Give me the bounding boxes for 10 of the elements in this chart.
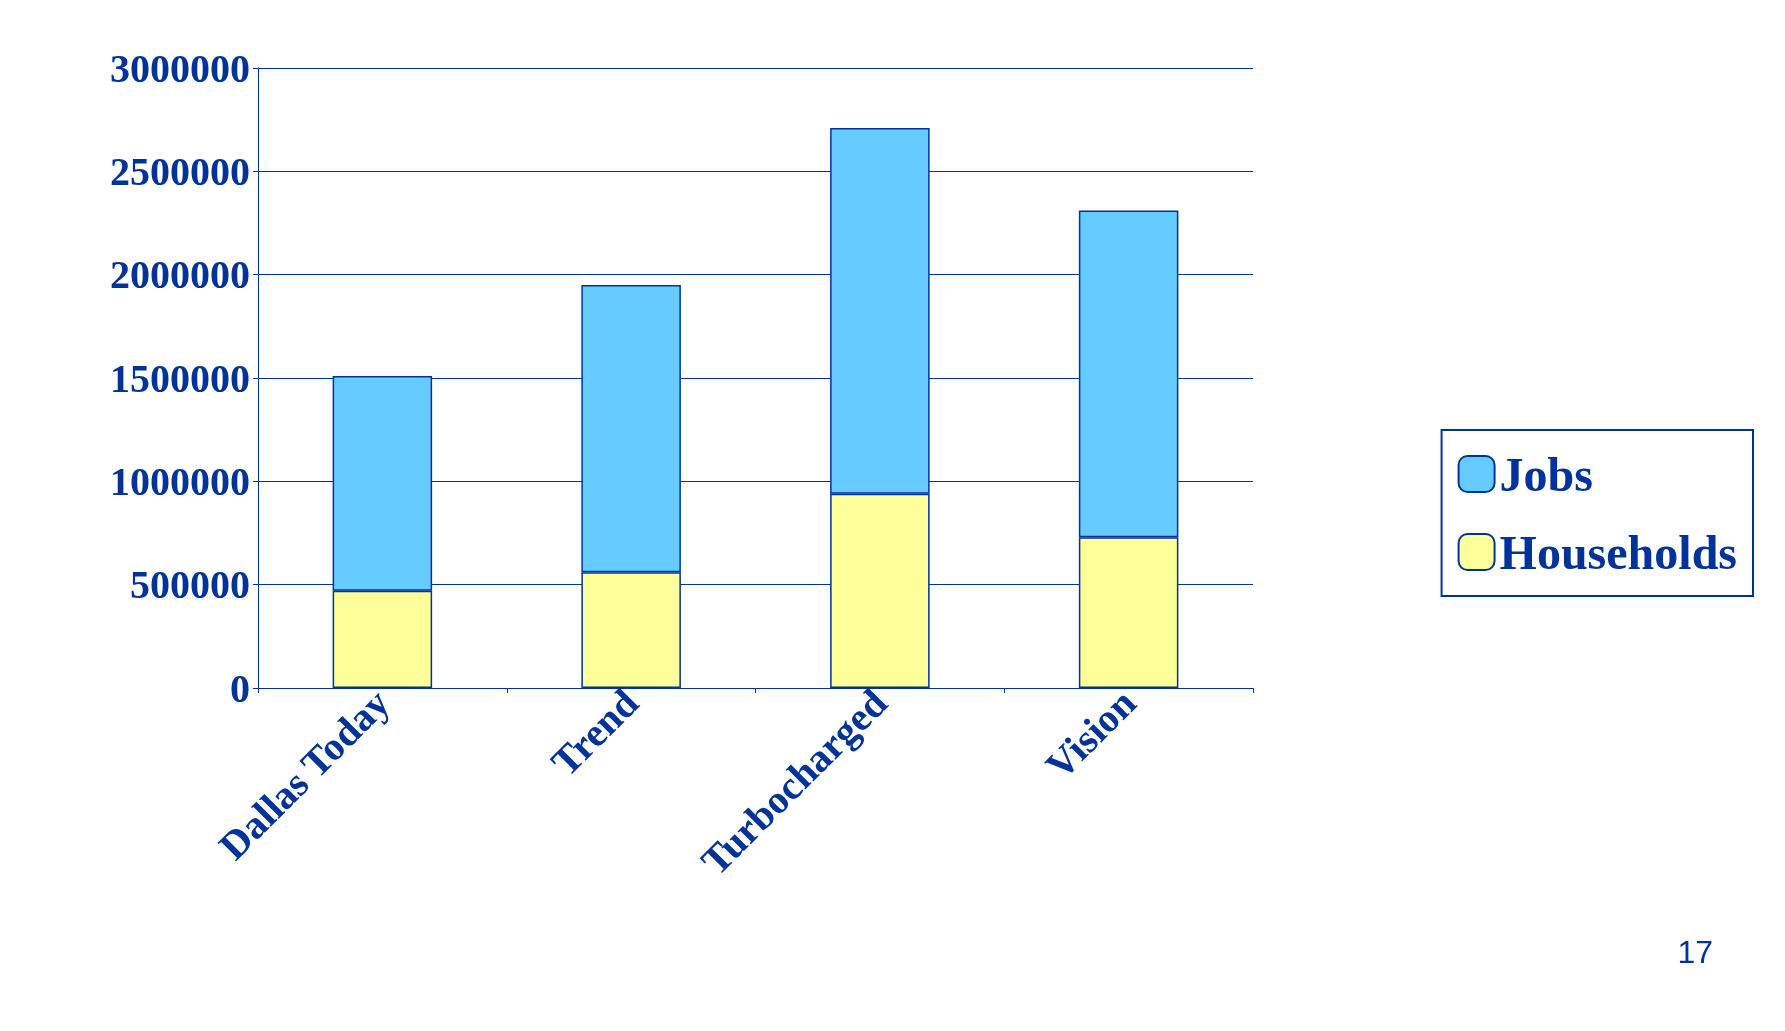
y-tick-label: 2500000	[110, 148, 250, 194]
legend-label: Households	[1499, 525, 1737, 579]
y-tick-label: 2000000	[110, 252, 250, 298]
legend-label: Jobs	[1499, 447, 1593, 501]
y-tick-label: 1000000	[110, 458, 250, 504]
y-tick-label: 0	[230, 665, 250, 711]
y-tick-label: 1500000	[110, 355, 250, 401]
y-tick-label: 3000000	[110, 45, 250, 91]
y-tick-label: 500000	[130, 562, 250, 608]
text: 17	[1677, 934, 1713, 970]
